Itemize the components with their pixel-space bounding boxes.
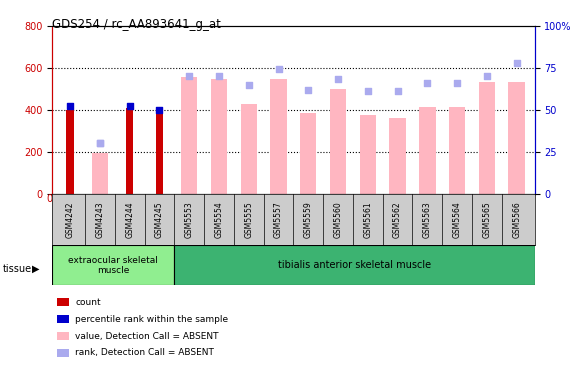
Text: GSM4244: GSM4244	[125, 201, 134, 238]
Bar	[419, 107, 436, 194]
Point	[512, 60, 521, 66]
Point	[155, 107, 164, 113]
Bar	[389, 118, 406, 194]
Text: GSM5564: GSM5564	[453, 201, 462, 238]
Text: extraocular skeletal
muscle: extraocular skeletal muscle	[69, 255, 158, 275]
Text: GSM5553: GSM5553	[185, 201, 193, 238]
Text: GSM4242: GSM4242	[66, 201, 74, 238]
Bar	[66, 110, 74, 194]
Text: tibialis anterior skeletal muscle: tibialis anterior skeletal muscle	[278, 260, 431, 270]
Bar	[300, 113, 317, 194]
Bar	[58, 332, 69, 340]
Text: percentile rank within the sample: percentile rank within the sample	[76, 315, 228, 324]
Bar	[52, 245, 174, 285]
Text: GSM5566: GSM5566	[512, 201, 521, 238]
Bar	[181, 76, 198, 194]
Text: ▶: ▶	[32, 264, 40, 274]
Text: GSM5557: GSM5557	[274, 201, 283, 238]
Text: 0: 0	[46, 194, 52, 204]
Bar	[211, 79, 227, 194]
Text: GSM5563: GSM5563	[423, 201, 432, 238]
Point	[304, 87, 313, 93]
Text: GSM5555: GSM5555	[244, 201, 253, 238]
Point	[125, 104, 134, 109]
Bar	[126, 108, 134, 194]
Text: rank, Detection Call = ABSENT: rank, Detection Call = ABSENT	[76, 348, 214, 358]
Point	[66, 104, 75, 109]
Text: GSM5562: GSM5562	[393, 201, 402, 238]
Point	[423, 80, 432, 86]
Text: GSM5561: GSM5561	[363, 201, 372, 238]
Point	[185, 73, 194, 79]
Point	[393, 88, 402, 94]
Bar	[156, 111, 163, 194]
Point	[244, 82, 253, 87]
Bar	[270, 79, 286, 194]
Point	[333, 76, 343, 82]
Bar	[330, 89, 346, 194]
Text: GSM5559: GSM5559	[304, 201, 313, 238]
Text: GSM5554: GSM5554	[214, 201, 224, 238]
Bar	[508, 82, 525, 194]
Text: GSM4243: GSM4243	[95, 201, 105, 238]
Point	[214, 73, 224, 79]
Bar	[479, 82, 495, 194]
Bar	[241, 104, 257, 194]
Text: GSM5565: GSM5565	[482, 201, 492, 238]
Text: GSM5560: GSM5560	[333, 201, 343, 238]
Text: count: count	[76, 298, 101, 307]
Bar	[449, 107, 465, 194]
Bar	[174, 245, 535, 285]
Text: tissue: tissue	[3, 264, 32, 274]
Point	[363, 88, 372, 94]
Bar	[360, 115, 376, 194]
Point	[482, 73, 492, 79]
Point	[95, 141, 105, 146]
Bar	[92, 153, 108, 194]
Point	[453, 80, 462, 86]
Bar	[58, 298, 69, 306]
Bar	[58, 349, 69, 357]
Point	[95, 141, 105, 146]
Text: GDS254 / rc_AA893641_g_at: GDS254 / rc_AA893641_g_at	[52, 18, 221, 31]
Bar	[58, 315, 69, 323]
Text: GSM4245: GSM4245	[155, 201, 164, 238]
Point	[274, 67, 283, 72]
Text: value, Detection Call = ABSENT: value, Detection Call = ABSENT	[76, 332, 219, 340]
